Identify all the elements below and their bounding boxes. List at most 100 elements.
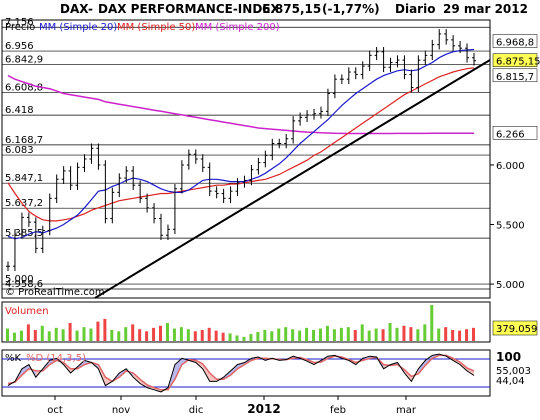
- volume-bar: [96, 321, 100, 341]
- right-tick-label: 6.000: [496, 161, 525, 172]
- volume-bar: [430, 305, 434, 341]
- volume-bar: [423, 324, 427, 341]
- stoch-d-label: %D (14,3,5): [26, 353, 86, 364]
- right-label-box: [492, 126, 538, 140]
- stoch-fill-segment: [133, 373, 141, 384]
- volume-bar: [451, 329, 455, 341]
- volume-bar: [221, 332, 225, 341]
- level-label: 6.083: [5, 145, 34, 156]
- volume-bar: [402, 325, 406, 341]
- right-label-box: [492, 68, 538, 83]
- volume-bar: [458, 330, 462, 341]
- volume-bar: [82, 327, 86, 341]
- right-tick-label: 5.500: [496, 221, 525, 232]
- ma200-line: [7, 74, 474, 135]
- trend-line: [94, 59, 491, 299]
- volume-bar: [263, 329, 267, 341]
- level-label: 5.637,2: [5, 198, 43, 209]
- volume-bar: [89, 328, 93, 341]
- volume-bar: [256, 332, 260, 341]
- level-label: 4.958,6: [5, 279, 43, 290]
- watermark: © ProRealTime.com: [5, 287, 105, 298]
- x-tick-label: oct: [47, 405, 63, 416]
- stoch-fill-segment: [230, 364, 238, 376]
- stoch-d-value: 55,003: [496, 366, 531, 377]
- volume-bar: [472, 327, 475, 341]
- x-axis: oct nov dic 2012 feb mar: [47, 396, 417, 416]
- right-value-labels: 6.968,8 6.875,15 6.815,7 6.266: [492, 34, 540, 140]
- volume-bar: [465, 329, 469, 341]
- volume-bar: [235, 335, 239, 341]
- header-bar: [0, 0, 540, 18]
- right-label-text: 6.266: [496, 129, 525, 140]
- volume-bar: [332, 329, 336, 341]
- volume-bar: [214, 330, 218, 341]
- right-tick-label: 5.000: [496, 280, 525, 291]
- level-label: 5.385,5: [5, 228, 43, 239]
- volume-bar: [242, 336, 246, 341]
- change-pct: (-1,77%): [322, 2, 380, 16]
- level-label: 6.956: [5, 41, 34, 52]
- volume-bar: [110, 329, 114, 341]
- volume-bar: [291, 329, 295, 341]
- stoch-fill-segment: [418, 360, 426, 374]
- volume-bar: [318, 328, 322, 341]
- volume-bar: [409, 327, 413, 341]
- volume-bar: [103, 318, 107, 341]
- level-label: 6.418: [5, 105, 34, 116]
- volume-bar: [367, 330, 371, 341]
- x-tick-label: 2012: [247, 402, 280, 416]
- volume-bar: [346, 327, 350, 341]
- volume-bar: [117, 331, 121, 341]
- volume-bar: [339, 327, 343, 341]
- volume-bar: [47, 331, 51, 341]
- volume-bar: [388, 323, 392, 341]
- volume-bar: [416, 329, 420, 341]
- legend-ma20: MM (Simple 20): [39, 22, 117, 33]
- volume-bar: [395, 327, 399, 341]
- volume-bar: [131, 324, 135, 341]
- stoch-d-line: [7, 354, 475, 391]
- stoch-fill-segment: [202, 363, 210, 382]
- volume-bar: [61, 329, 65, 341]
- right-label-text: 6.875,15: [496, 57, 540, 68]
- right-label-text: 6.815,7: [496, 72, 534, 83]
- volume-value-box: [492, 320, 538, 336]
- price-bars: [6, 29, 476, 271]
- x-tick-label: nov: [112, 405, 130, 416]
- stoch-k-line: [7, 353, 475, 393]
- volume-bar: [228, 333, 232, 341]
- stoch-fill-segment: [105, 377, 113, 386]
- volume-bar: [353, 329, 357, 341]
- stoch-fill-segment: [404, 369, 412, 382]
- ma50-polyline: [7, 67, 475, 222]
- stoch-k-value: 44,04: [496, 376, 525, 387]
- volume-bar: [138, 329, 142, 341]
- volume-bar: [165, 323, 169, 341]
- stoch-fill-segment: [467, 367, 474, 376]
- legend-ma200: MM (Simple 200): [195, 22, 280, 33]
- symbol-label: DAX: [60, 2, 89, 16]
- volume-bar: [284, 327, 288, 341]
- volume-bar: [179, 327, 183, 341]
- volume-bar: [270, 331, 274, 341]
- volume-bar: [159, 325, 163, 341]
- volume-bar: [374, 328, 378, 341]
- ma200-polyline: [7, 74, 474, 135]
- volume-bar: [19, 330, 23, 341]
- volume-bar: [40, 325, 44, 341]
- stoch-k-label: %K: [5, 353, 22, 364]
- level-label: 5.847,1: [5, 173, 43, 184]
- last-price: 6.875,15: [262, 2, 321, 16]
- volume-bar: [277, 328, 281, 341]
- dash-sep: -: [88, 2, 93, 16]
- volume-value: 379.059: [496, 324, 537, 335]
- ma50-line: [7, 67, 475, 222]
- ma20-polyline: [7, 48, 475, 240]
- volume-bar: [207, 327, 211, 341]
- volume-bar: [12, 332, 16, 341]
- instrument-name: DAX PERFORMANCE-INDEX: [98, 2, 280, 16]
- volume-bars: [6, 305, 475, 341]
- ma20-line: [7, 48, 475, 240]
